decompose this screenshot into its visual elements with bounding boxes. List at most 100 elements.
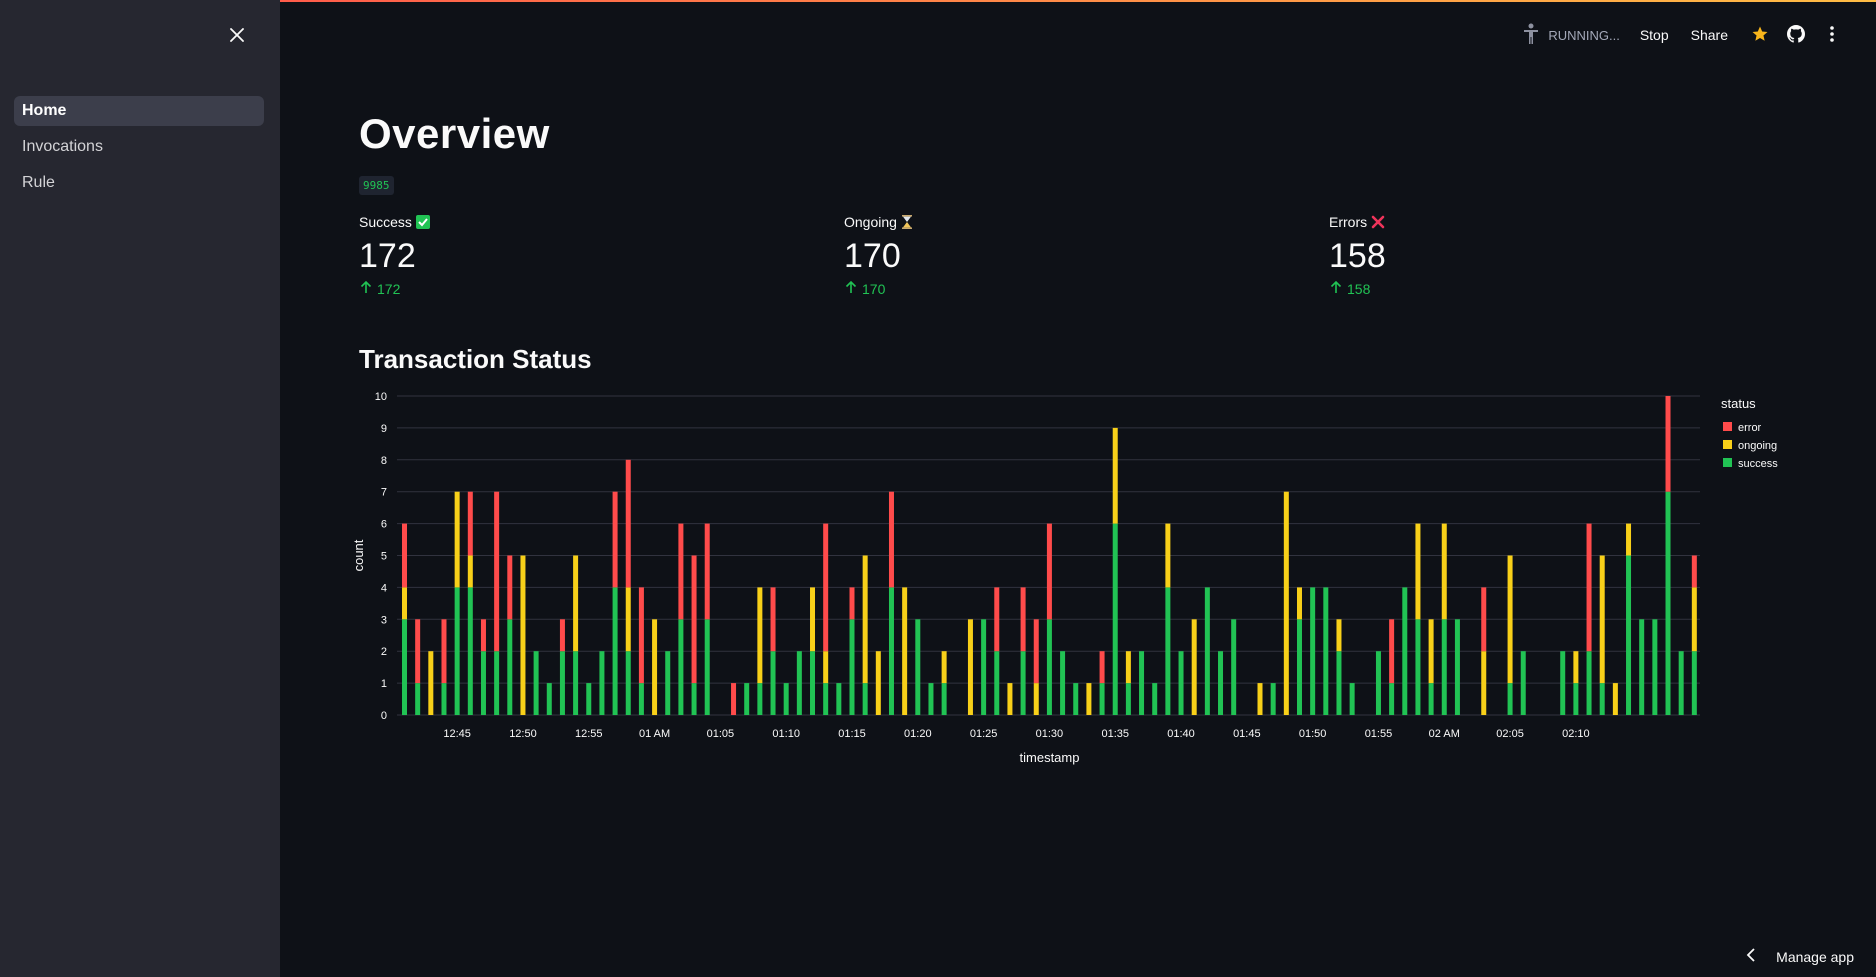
- y-tick-label: 6: [381, 519, 387, 531]
- transaction-status-chart: 0 1 2 3 4 5 6 7 8 9 10 12:45 12:50 12:55 01 AM 01:05 01:…: [350, 384, 1810, 784]
- bar-success: [744, 683, 750, 715]
- y-tick-label: 10: [375, 391, 387, 403]
- top-accent-bar: [0, 0, 1876, 2]
- sidebar-item-invocations[interactable]: Invocations: [22, 138, 103, 155]
- bar-success: [810, 651, 816, 715]
- metrics-row: Success 172 172 Ongoing 170: [359, 213, 1699, 303]
- bar-success: [507, 619, 513, 715]
- x-tick-label: 01:35: [1101, 728, 1129, 740]
- bar-success: [441, 683, 447, 715]
- bar-success: [1652, 619, 1658, 715]
- manage-app-button[interactable]: Manage app: [1746, 948, 1854, 965]
- sidebar-item-home[interactable]: Home: [14, 96, 264, 126]
- bar-success: [757, 683, 763, 715]
- bar-success: [454, 587, 460, 715]
- x-tick-label: 02:10: [1562, 728, 1590, 740]
- bar-success: [796, 651, 802, 715]
- running-figure-icon: [1522, 23, 1548, 48]
- bar-success: [599, 651, 605, 715]
- metric-value: 158: [1329, 237, 1386, 275]
- arrow-up-icon: [1329, 280, 1347, 297]
- bar-ongoing: [573, 555, 579, 652]
- bar-success: [1428, 683, 1434, 715]
- sidebar-item-rule[interactable]: Rule: [22, 174, 55, 191]
- bar-success: [1139, 651, 1145, 715]
- bar-success: [559, 651, 565, 715]
- bar-success: [1165, 587, 1171, 715]
- bar-success: [665, 651, 671, 715]
- bar-success: [1323, 587, 1329, 715]
- bar-ongoing: [1086, 683, 1092, 715]
- section-title: Transaction Status: [359, 344, 592, 374]
- metric-value: 170: [844, 237, 901, 275]
- x-axis-title: timestamp: [1020, 750, 1080, 765]
- bar-success: [1665, 491, 1671, 715]
- bar-success: [1060, 651, 1066, 715]
- bar-success: [1270, 683, 1276, 715]
- bar-error: [691, 555, 697, 684]
- bar-ongoing: [1296, 587, 1302, 620]
- y-tick-label: 2: [381, 646, 387, 658]
- arrow-up-icon: [359, 280, 377, 297]
- y-tick-label: 0: [381, 710, 387, 722]
- github-button[interactable]: [1786, 24, 1806, 45]
- bar-success: [467, 587, 473, 715]
- bar-ongoing: [1415, 523, 1421, 620]
- bar-success: [1375, 651, 1381, 715]
- metric-delta-value: 172: [377, 280, 401, 297]
- share-button[interactable]: Share: [1690, 27, 1728, 43]
- legend-label-ongoing: ongoing: [1738, 440, 1777, 452]
- bar-ongoing: [1599, 555, 1605, 684]
- bar-ongoing: [875, 651, 881, 715]
- bar-ongoing: [1691, 587, 1697, 652]
- bar-success: [888, 587, 894, 715]
- x-tick-label: 12:50: [509, 728, 537, 740]
- close-icon: [230, 27, 244, 47]
- bar-success: [546, 683, 552, 715]
- bar-ongoing: [1612, 683, 1618, 715]
- bar-error: [467, 491, 473, 556]
- bar-error: [823, 523, 829, 652]
- x-tick-label: 12:45: [443, 728, 471, 740]
- bar-error: [415, 619, 421, 684]
- close-sidebar-button[interactable]: [224, 24, 250, 50]
- bar-success: [402, 619, 407, 715]
- y-tick-label: 7: [381, 487, 387, 499]
- bar-success: [1454, 619, 1460, 715]
- bar-success: [981, 619, 987, 715]
- bar-error: [1665, 396, 1671, 492]
- metric-delta-value: 170: [862, 280, 886, 297]
- bar-ongoing: [1507, 555, 1513, 684]
- bar-ongoing: [1428, 619, 1434, 684]
- bar-success: [625, 651, 631, 715]
- bar-ongoing: [823, 651, 829, 684]
- stop-button[interactable]: Stop: [1639, 27, 1669, 43]
- bar-ongoing: [902, 587, 908, 715]
- y-tick-label: 1: [381, 678, 387, 690]
- x-tick-label: 01:40: [1167, 728, 1195, 740]
- bar-success: [1441, 619, 1447, 715]
- star-button[interactable]: [1750, 25, 1770, 45]
- bar-ongoing: [941, 651, 947, 684]
- x-tick-label: 01 AM: [639, 728, 670, 740]
- bar-error: [625, 459, 631, 588]
- running-status: RUNNING...: [1522, 23, 1620, 48]
- bar-error: [704, 523, 710, 620]
- bar-success: [928, 683, 934, 715]
- bar-success: [1599, 683, 1605, 715]
- bar-ongoing: [1191, 619, 1197, 715]
- page-title: Overview: [359, 110, 550, 157]
- bar-success: [1204, 587, 1210, 715]
- x-tick-label: 01:15: [838, 728, 866, 740]
- bar-success: [1218, 651, 1224, 715]
- bar-ongoing: [1257, 683, 1263, 715]
- metric-success: Success 172 172: [359, 213, 839, 297]
- bar-ongoing: [862, 555, 868, 684]
- bar-success: [678, 619, 684, 715]
- bar-ongoing: [454, 491, 460, 588]
- main-menu-button[interactable]: [1822, 25, 1842, 45]
- chart-svg: 0 1 2 3 4 5 6 7 8 9 10 12:45 12:50 12:55 01 AM 01:05 01:…: [351, 391, 1778, 765]
- metric-delta: 172: [359, 280, 839, 297]
- legend-swatch-ongoing: [1723, 440, 1732, 449]
- bar-ongoing: [402, 587, 407, 620]
